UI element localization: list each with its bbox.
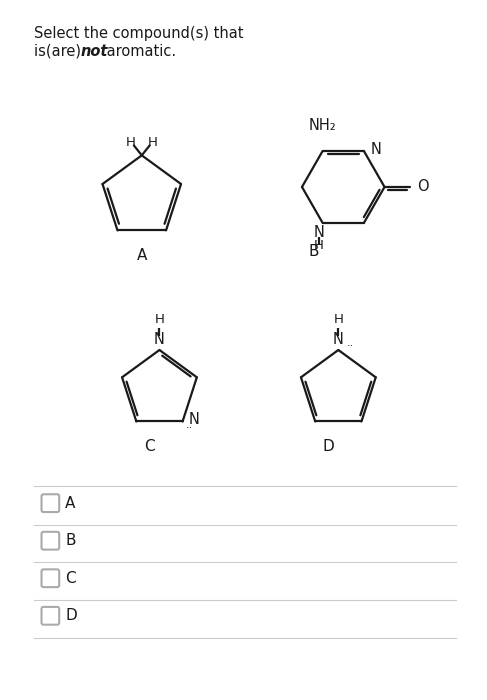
Text: ··: ·· [186, 424, 193, 433]
Text: A: A [65, 496, 75, 511]
Text: B: B [65, 533, 75, 548]
Text: not: not [81, 43, 108, 59]
Text: H: H [154, 314, 165, 326]
Text: O: O [417, 179, 429, 195]
Text: is(are): is(are) [34, 43, 85, 59]
Text: A: A [136, 248, 147, 263]
Text: aromatic.: aromatic. [102, 43, 177, 59]
Text: C: C [65, 570, 76, 586]
Text: D: D [65, 608, 77, 623]
Text: H: H [314, 239, 324, 252]
Text: N: N [371, 141, 382, 157]
Text: N: N [313, 225, 324, 240]
Text: C: C [144, 439, 155, 454]
Text: Select the compound(s) that: Select the compound(s) that [34, 26, 243, 41]
Text: NH₂: NH₂ [309, 118, 337, 133]
Text: H: H [148, 136, 157, 149]
Text: D: D [323, 439, 335, 454]
Text: N: N [188, 412, 199, 427]
Text: B: B [309, 244, 319, 259]
Text: N: N [154, 332, 165, 347]
Text: N: N [333, 332, 344, 347]
Text: H: H [334, 314, 343, 326]
Text: H: H [126, 136, 136, 149]
Text: ··: ·· [347, 341, 354, 351]
